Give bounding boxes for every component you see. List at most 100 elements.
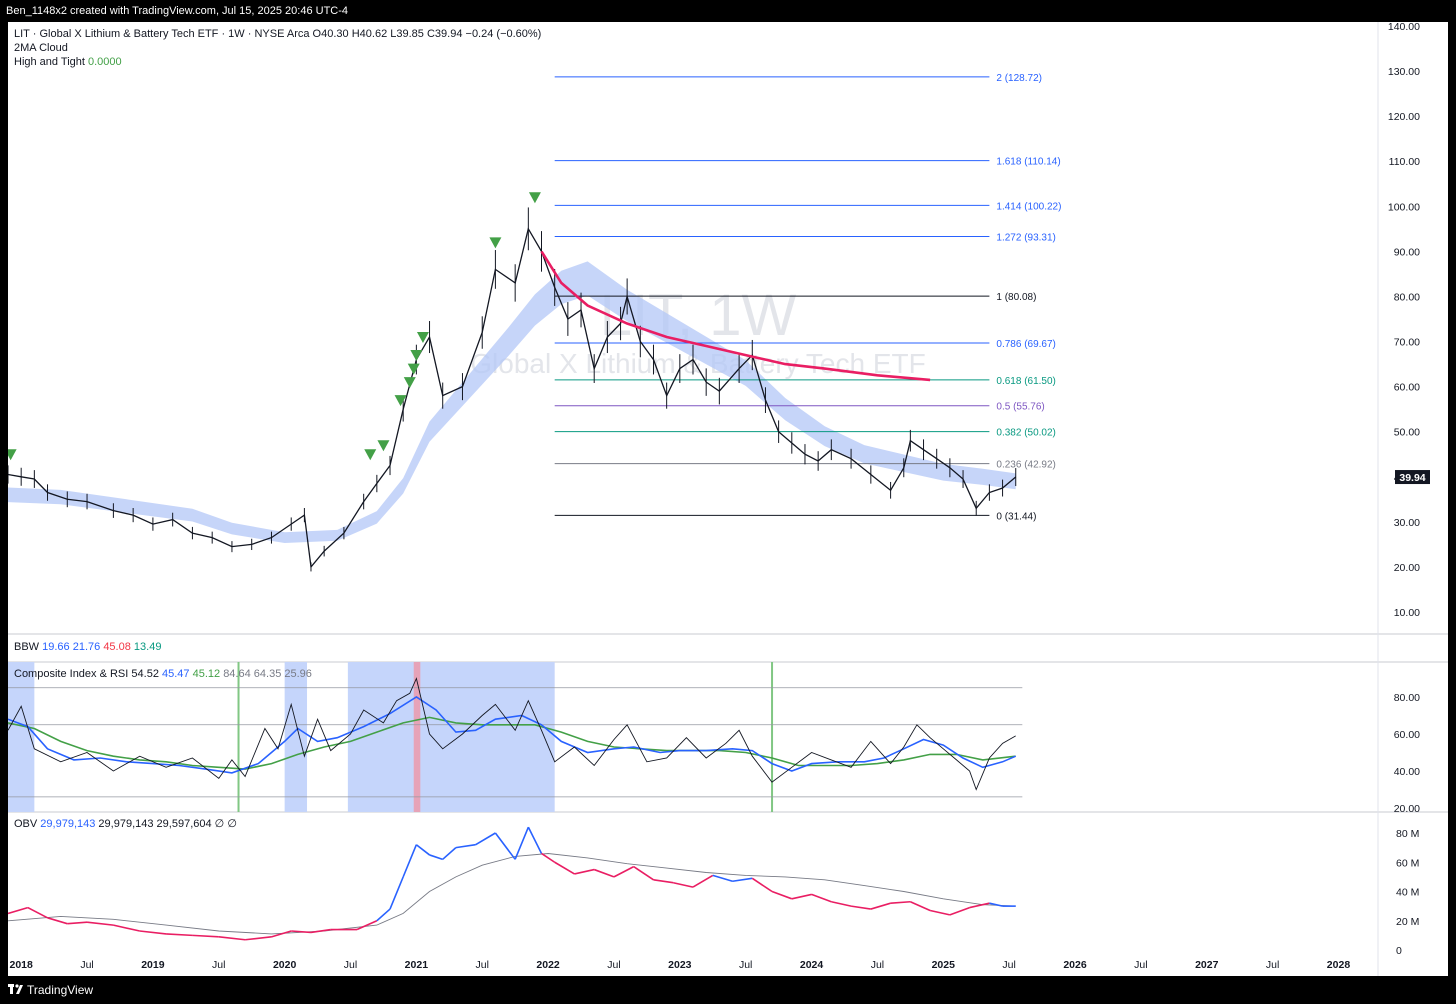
rsi-tick-label: 60.00	[1394, 729, 1420, 741]
time-tick-label: Jul	[1266, 959, 1279, 971]
price-tick-label: 140.00	[1388, 22, 1420, 33]
obv-segment	[218, 936, 246, 941]
footer-bar: TradingView	[0, 978, 1456, 1004]
signal-triangle-icon	[416, 332, 429, 344]
fib-level-label: 1 (80.08)	[996, 292, 1036, 303]
symbol-title: LIT · Global X Lithium & Battery Tech ET…	[14, 28, 310, 40]
obv-segment	[811, 893, 832, 903]
rsi-label: Composite Index & RSI	[14, 668, 129, 680]
rsi-tick-label: 40.00	[1394, 766, 1420, 778]
chart-panel[interactable]: LIT, 1W Global X Lithium & Battery Tech E…	[8, 22, 1448, 976]
time-tick-label: Jul	[607, 959, 620, 971]
obv-value-3: 29,597,604	[156, 818, 212, 830]
obv-value-4: ∅	[214, 818, 225, 830]
rsi-tick-label: 80.00	[1394, 692, 1420, 704]
signal-triangle-icon	[403, 377, 416, 389]
ma-cloud-band	[8, 261, 1016, 543]
time-tick-label: 2023	[668, 959, 692, 971]
high-label: H	[351, 28, 360, 40]
price-tick-label: 120.00	[1388, 111, 1420, 123]
price-tick-label: 80.00	[1394, 291, 1420, 303]
obv-segment	[949, 906, 970, 916]
obv-segment	[929, 909, 951, 916]
bbw-legend[interactable]: BBW 19.66 21.76 45.08 13.49	[14, 640, 161, 654]
price-tick-label: 90.00	[1394, 246, 1420, 258]
obv-segment	[402, 844, 418, 878]
time-tick-label: 2027	[1195, 959, 1219, 971]
obv-segment	[310, 928, 331, 934]
change-value: −0.24 (−0.60%)	[465, 28, 542, 40]
rsi-overbought-band	[413, 662, 421, 812]
indicator-high-and-tight[interactable]: High and Tight 0.0000	[14, 55, 122, 69]
obv-legend[interactable]: OBV 29,979,143 29,979,143 29,597,604 ∅ ∅	[14, 817, 237, 831]
obv-value-5: ∅	[227, 818, 237, 830]
obv-tick-label: 80 M	[1396, 828, 1419, 840]
obv-segment	[415, 844, 431, 856]
obv-segment	[633, 865, 654, 881]
time-tick-label: Jul	[1002, 959, 1015, 971]
rsi-value-6: 25.96	[284, 668, 312, 680]
rsi-value-1: 54.52	[131, 668, 159, 680]
obv-segment	[771, 890, 793, 900]
signal-triangle-icon	[410, 350, 423, 362]
tradingview-brand[interactable]: TradingView	[27, 983, 94, 997]
moving-average-line	[540, 250, 931, 382]
signal-triangle-icon	[407, 363, 420, 375]
obv-segment	[47, 917, 68, 925]
obv-segment	[692, 874, 714, 888]
price-tick-label: 10.00	[1394, 607, 1420, 619]
indicator-2ma-cloud[interactable]: 2MA Cloud	[14, 42, 68, 54]
rsi-slow-line	[8, 716, 1016, 770]
price-tick-label: 110.00	[1389, 156, 1420, 168]
signal-triangle-icon	[528, 192, 541, 204]
fib-level-label: 0.236 (42.92)	[996, 460, 1056, 471]
obv-segment	[673, 881, 694, 888]
rsi-value-3: 45.12	[192, 668, 221, 680]
fib-level-label: 0 (31.44)	[996, 511, 1036, 522]
signal-triangle-icon	[394, 395, 407, 407]
time-tick-label: Jul	[476, 959, 489, 971]
obv-tick-label: 40 M	[1396, 887, 1419, 899]
obv-segment	[442, 847, 457, 860]
signal-triangle-icon	[364, 449, 377, 461]
price-tick-label: 100.00	[1388, 201, 1420, 213]
signal-triangle-icon	[489, 237, 502, 249]
rsi-value-4: 84.64	[223, 668, 251, 680]
time-tick-label: 2026	[1063, 959, 1087, 971]
obv-tick-label: 60 M	[1396, 857, 1419, 869]
fib-level-label: 1.272 (93.31)	[996, 232, 1056, 243]
obv-value-2: 29,979,143	[98, 818, 154, 830]
time-tick-label: 2018	[9, 959, 33, 971]
time-tick-label: Jul	[344, 959, 357, 971]
obv-segment	[554, 861, 575, 875]
time-tick-label: Jul	[212, 959, 225, 971]
obv-segment	[850, 905, 871, 910]
obv-segment	[356, 920, 378, 931]
price-tick-label: 70.00	[1394, 337, 1420, 349]
fib-level-label: 1.414 (100.22)	[996, 201, 1061, 212]
rsi-tick-label: 20.00	[1394, 803, 1420, 815]
obv-segment	[712, 874, 733, 883]
symbol-legend: LIT · Global X Lithium & Battery Tech ET…	[14, 27, 541, 41]
obv-value-1: 29,979,143	[40, 818, 96, 830]
obv-segment	[890, 900, 911, 904]
last-price-badge	[1395, 470, 1430, 485]
signal-triangle-icon	[377, 440, 390, 452]
rsi-value-2: 45.47	[162, 668, 190, 680]
time-tick-label: Jul	[80, 959, 93, 971]
obv-segment	[455, 843, 476, 849]
time-tick-label: 2022	[536, 959, 560, 971]
obv-segment	[8, 906, 28, 915]
obv-segment	[574, 868, 595, 875]
obv-segment	[732, 877, 753, 883]
obv-segment	[541, 852, 556, 863]
open-label: O	[312, 28, 322, 40]
obv-tick-label: 20 M	[1396, 916, 1419, 928]
rsi-legend[interactable]: Composite Index & RSI 54.52 45.47 45.12 …	[14, 667, 312, 681]
time-tick-label: Jul	[871, 959, 884, 971]
time-tick-label: 2021	[405, 959, 429, 971]
bbw-value-1: 19.66	[42, 641, 70, 653]
obv-segment	[969, 902, 990, 909]
last-price-label: 39.94	[1399, 472, 1425, 484]
